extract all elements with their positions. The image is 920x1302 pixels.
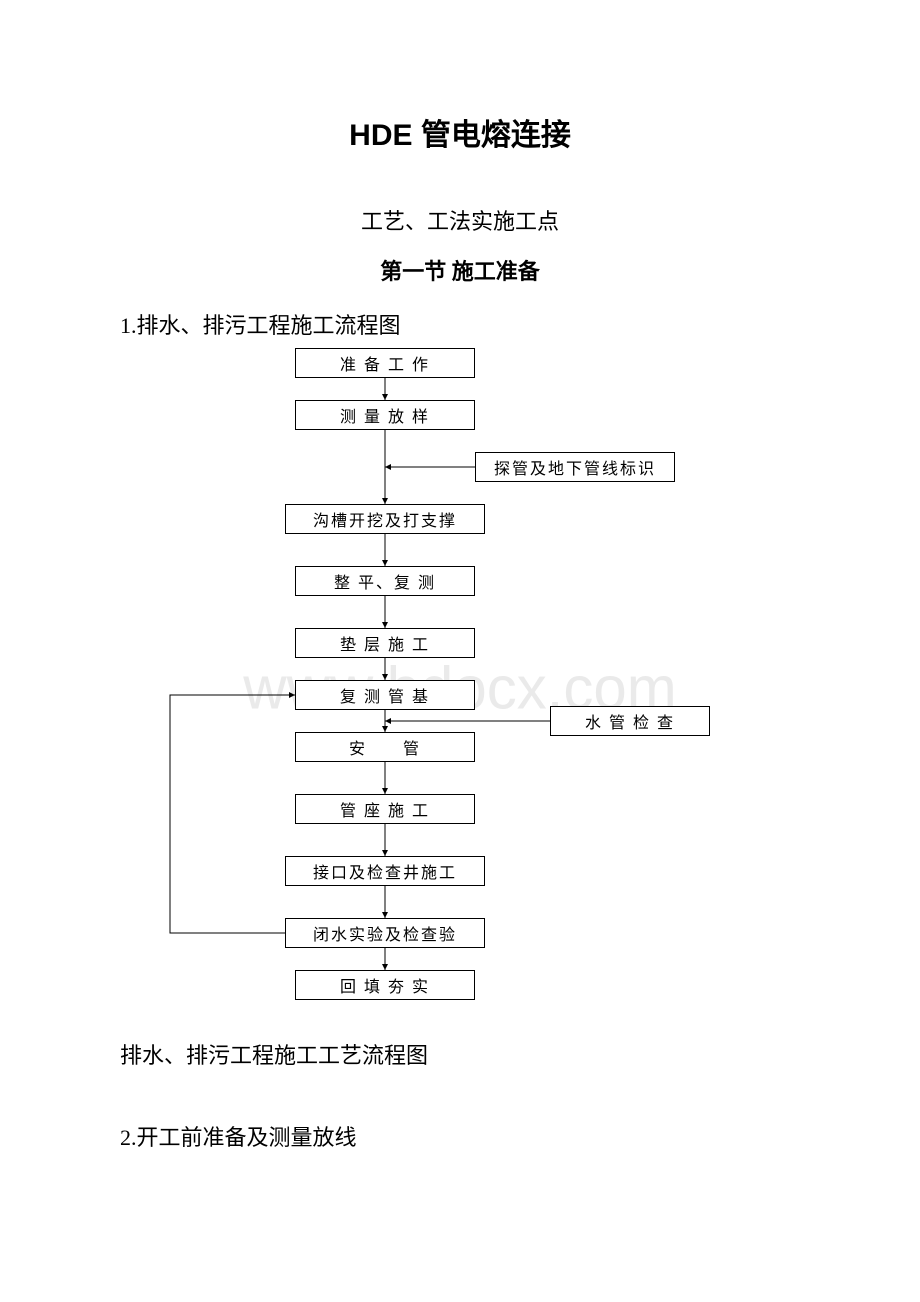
flowchart-node: 整 平、复 测 <box>295 566 475 596</box>
flowchart-node: 沟槽开挖及打支撑 <box>285 504 485 534</box>
flowchart-node: 回 填 夯 实 <box>295 970 475 1000</box>
section-2-heading: 2.开工前准备及测量放线 <box>120 1120 800 1152</box>
flowchart: www.bdocx.com 准 备 工 作测 量 放 样探管及地下管线标识沟槽开… <box>120 348 800 1028</box>
flowchart-node: 水 管 检 查 <box>550 706 710 736</box>
flowchart-node: 闭水实验及检查验 <box>285 918 485 948</box>
flowchart-node: 探管及地下管线标识 <box>475 452 675 482</box>
section-1-heading: 1.排水、排污工程施工流程图 <box>120 308 800 340</box>
page-title: HDE 管电熔连接 <box>120 110 800 154</box>
subtitle-1: 工艺、工法实施工点 <box>120 204 800 236</box>
flowchart-node: 安 管 <box>295 732 475 762</box>
flowchart-node: 接口及检查井施工 <box>285 856 485 886</box>
flowchart-caption: 排水、排污工程施工工艺流程图 <box>120 1038 800 1070</box>
flowchart-node: 测 量 放 样 <box>295 400 475 430</box>
flowchart-node: 准 备 工 作 <box>295 348 475 378</box>
flowchart-node: 垫 层 施 工 <box>295 628 475 658</box>
flowchart-node: 管 座 施 工 <box>295 794 475 824</box>
subtitle-2: 第一节 施工准备 <box>120 254 800 286</box>
flowchart-node: 复 测 管 基 <box>295 680 475 710</box>
